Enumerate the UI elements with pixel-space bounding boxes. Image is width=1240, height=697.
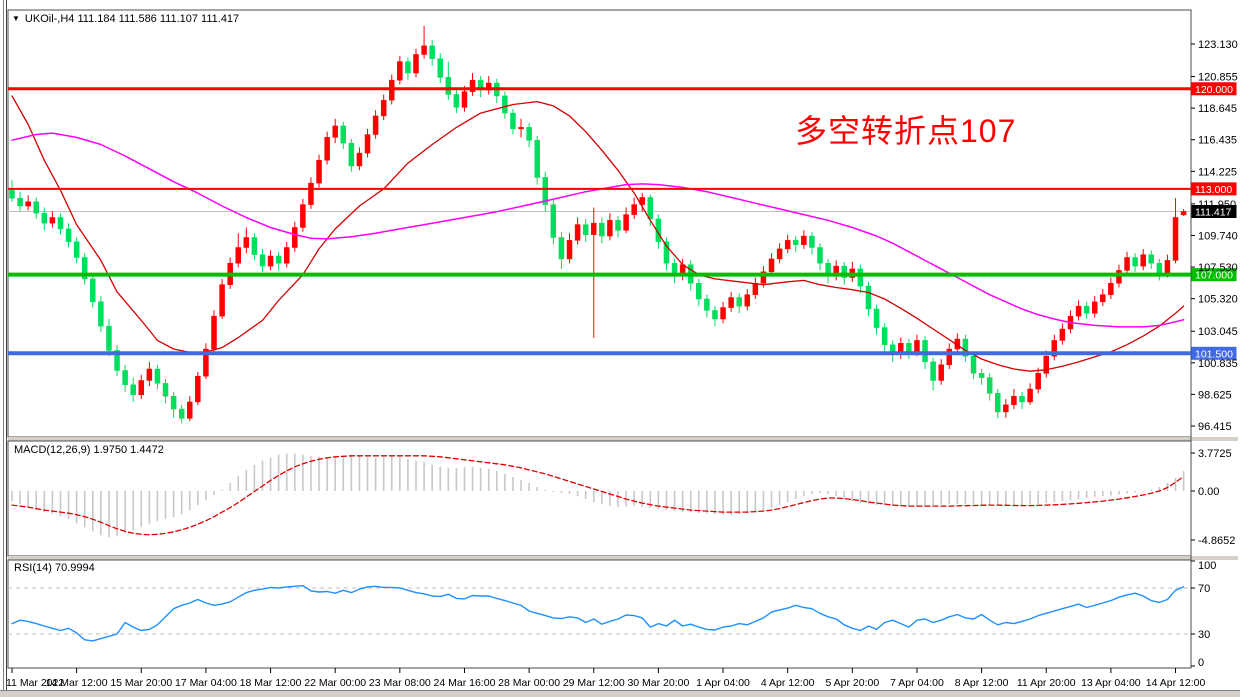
macd-signal-line [11, 455, 1185, 536]
window-bottom-strip [0, 690, 1240, 697]
svg-text:0.00: 0.00 [1198, 486, 1219, 498]
svg-text:29 Mar 12:00: 29 Mar 12:00 [563, 677, 625, 689]
macd-indicator-label: MACD(12,26,9) 1.9750 1.4472 [14, 444, 164, 456]
svg-text:100.835: 100.835 [1198, 358, 1238, 370]
svg-text:18 Mar 12:00: 18 Mar 12:00 [240, 677, 302, 689]
svg-text:98.625: 98.625 [1198, 389, 1232, 401]
svg-text:107.530: 107.530 [1198, 262, 1238, 274]
chart-annotation-text: 多空转折点107 [795, 113, 1017, 149]
svg-text:30: 30 [1198, 629, 1210, 641]
rsi-axis: 100 70 30 0 [1191, 560, 1216, 669]
svg-text:24 Mar 16:00: 24 Mar 16:00 [434, 677, 496, 689]
svg-text:101.500: 101.500 [1195, 348, 1233, 360]
svg-text:120.855: 120.855 [1198, 72, 1238, 84]
svg-text:15 Mar 20:00: 15 Mar 20:00 [110, 677, 172, 689]
svg-text:8 Apr 12:00: 8 Apr 12:00 [955, 677, 1009, 689]
svg-text:11 Apr 20:00: 11 Apr 20:00 [1017, 677, 1076, 689]
svg-text:14 Apr 12:00: 14 Apr 12:00 [1146, 677, 1206, 689]
window-left-edge-inner [6, 0, 7, 697]
level-price-tag [1191, 182, 1237, 196]
svg-text:103.045: 103.045 [1198, 326, 1238, 338]
price-axis: 123.130120.855118.645116.435114.225111.9… [1191, 39, 1238, 433]
symbol-ohlc-text: UKOil-,H4 111.184 111.586 111.107 111.41… [24, 13, 240, 25]
current-price-tag: 111.417 [1191, 204, 1237, 218]
svg-text:70: 70 [1198, 583, 1210, 595]
panel-frames [7, 9, 1238, 669]
chevron-down-icon[interactable]: ▼ [12, 14, 20, 23]
svg-text:28 Mar 00:00: 28 Mar 00:00 [498, 677, 560, 689]
svg-text:23 Mar 08:00: 23 Mar 08:00 [369, 677, 431, 689]
svg-text:114.225: 114.225 [1198, 166, 1237, 178]
rsi-indicator-label: RSI(14) 70.9994 [14, 562, 95, 574]
rsi-line [11, 585, 1185, 642]
ma-slow-line [11, 132, 1185, 328]
level-price-tag [1191, 346, 1237, 360]
svg-text:13 Apr 04:00: 13 Apr 04:00 [1081, 677, 1141, 689]
window-left-edge-outer [3, 0, 4, 697]
macd-histogram [11, 453, 1185, 538]
svg-text:3.7725: 3.7725 [1198, 448, 1232, 460]
macd-axis: 3.7725 0.00 -4.8652 [1191, 448, 1235, 547]
svg-text:109.740: 109.740 [1198, 230, 1238, 242]
svg-text:116.435: 116.435 [1198, 135, 1237, 147]
svg-text:5 Apr 20:00: 5 Apr 20:00 [825, 677, 879, 689]
svg-text:1 Apr 04:00: 1 Apr 04:00 [696, 677, 750, 689]
svg-text:22 Mar 00:00: 22 Mar 00:00 [304, 677, 366, 689]
svg-text:118.645: 118.645 [1198, 103, 1237, 115]
svg-text:105.320: 105.320 [1198, 294, 1238, 306]
level-price-tag [1191, 268, 1237, 282]
svg-text:4 Apr 12:00: 4 Apr 12:00 [761, 677, 815, 689]
svg-text:0: 0 [1198, 657, 1204, 669]
svg-text:14 Mar 12:00: 14 Mar 12:00 [46, 677, 108, 689]
ma-fast-line [11, 95, 1185, 372]
symbol-header[interactable]: ▼ UKOil-,H4 111.184 111.586 111.107 111.… [12, 13, 239, 25]
svg-text:7 Apr 04:00: 7 Apr 04:00 [890, 677, 944, 689]
svg-text:100: 100 [1198, 560, 1216, 572]
svg-text:-4.8652: -4.8652 [1198, 535, 1235, 547]
svg-text:17 Mar 04:00: 17 Mar 04:00 [175, 677, 237, 689]
svg-text:120.000: 120.000 [1195, 84, 1233, 96]
svg-text:30 Mar 20:00: 30 Mar 20:00 [627, 677, 689, 689]
svg-text:123.130: 123.130 [1198, 39, 1238, 51]
svg-text:111.417: 111.417 [1195, 206, 1232, 218]
svg-text:11 Mar 2022: 11 Mar 2022 [6, 677, 64, 689]
svg-text:107.000: 107.000 [1195, 270, 1233, 282]
level-price-tag [1191, 82, 1237, 96]
svg-text:96.415: 96.415 [1198, 421, 1232, 433]
svg-text:113.000: 113.000 [1195, 184, 1232, 196]
rsi-levels [8, 587, 1191, 635]
level-lines: 120.000 113.000 107.000 101.500 [8, 82, 1237, 360]
